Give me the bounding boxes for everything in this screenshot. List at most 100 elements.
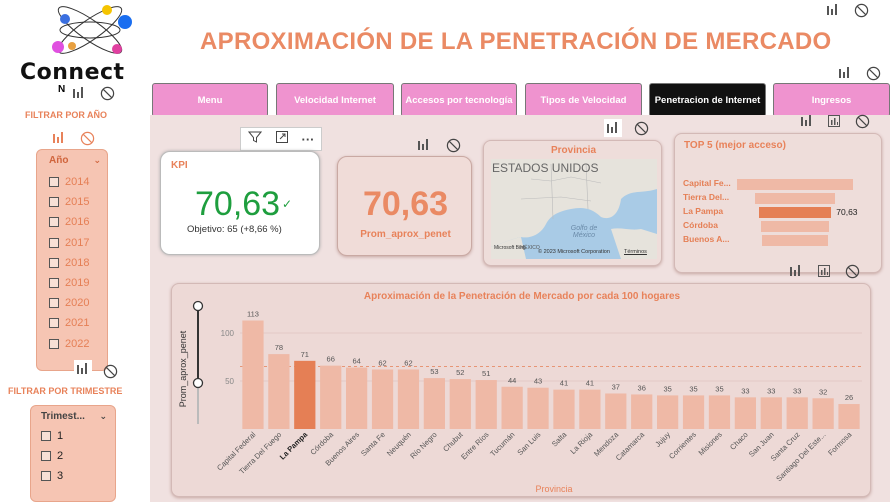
top5-card[interactable]: TOP 5 (mejor acceso) Capital Fe... Tierra… (674, 133, 882, 273)
bar-chart[interactable]: Aproximación de la Penetración de Mercad… (172, 284, 872, 498)
tab-menu[interactable]: Menu (152, 83, 268, 117)
year-option[interactable]: 2022 (37, 334, 107, 354)
year-option[interactable]: 2015 (37, 192, 107, 212)
tab-velocidad-internet[interactable]: Velocidad Internet (276, 83, 394, 117)
checkbox[interactable] (41, 471, 51, 481)
range-slider-handle[interactable] (192, 300, 204, 312)
block-icon[interactable] (632, 119, 650, 137)
more-options-icon[interactable]: ··· (301, 131, 315, 147)
bar[interactable] (708, 395, 731, 429)
bar[interactable] (812, 398, 834, 429)
block-icon[interactable] (843, 262, 861, 280)
year-option[interactable]: 2017 (37, 233, 107, 253)
focus-mode-icon[interactable] (275, 130, 289, 149)
filter-icon[interactable] (247, 130, 262, 149)
checkbox[interactable] (49, 338, 59, 349)
bar[interactable] (631, 394, 653, 429)
bar[interactable] (786, 397, 808, 429)
bar[interactable] (579, 389, 601, 429)
quarter-option[interactable]: 2 (31, 446, 115, 466)
top5-bar[interactable] (762, 235, 828, 246)
visual-options-icon[interactable] (798, 112, 816, 130)
block-icon[interactable] (853, 112, 871, 130)
tab-tipos-velocidad[interactable]: Tipos de Velocidad (525, 83, 642, 117)
top5-bar[interactable] (754, 193, 836, 204)
visual-options-icon[interactable] (70, 84, 88, 102)
bar[interactable] (449, 379, 471, 429)
bar[interactable] (605, 393, 627, 429)
top5-bar[interactable] (737, 179, 853, 190)
bar[interactable] (838, 404, 860, 429)
checkbox[interactable] (49, 197, 59, 208)
checkbox[interactable] (41, 451, 51, 461)
quarter-option[interactable]: 3 (31, 466, 115, 486)
top5-bar[interactable] (758, 207, 832, 218)
year-option[interactable]: 2020 (37, 293, 107, 313)
visual-options-icon[interactable] (787, 262, 805, 280)
x-tick-label: Chaco (728, 430, 750, 452)
chevron-down-icon[interactable]: ⌄ (99, 411, 107, 421)
checkbox[interactable] (49, 177, 59, 188)
block-icon[interactable] (101, 362, 119, 380)
bar[interactable] (760, 397, 782, 429)
block-icon[interactable] (864, 64, 882, 82)
chart-icon[interactable] (825, 112, 843, 130)
bar[interactable] (682, 395, 705, 429)
top5-bar[interactable] (761, 221, 829, 232)
map-canvas[interactable] (491, 159, 657, 259)
bar[interactable] (397, 369, 420, 429)
year-option[interactable]: 2016 (37, 212, 107, 232)
block-icon[interactable] (852, 1, 870, 19)
data-label: 35 (715, 384, 723, 393)
range-slider-handle[interactable] (192, 377, 204, 389)
visual-options-icon[interactable] (824, 1, 842, 19)
bar[interactable] (371, 369, 394, 429)
block-icon[interactable] (78, 129, 96, 147)
x-tick-label: San Luis (515, 430, 542, 457)
quarter-option-label: 1 (57, 430, 64, 442)
checkbox[interactable] (49, 217, 59, 228)
bar[interactable] (734, 397, 757, 429)
checkbox[interactable] (49, 278, 59, 289)
prom-card[interactable]: 70,63 Prom_aprox_penet (337, 156, 472, 256)
block-icon[interactable] (98, 84, 116, 102)
tab-ingresos[interactable]: Ingresos (773, 83, 890, 117)
visual-options-icon[interactable] (836, 64, 854, 82)
year-option[interactable]: 2018 (37, 253, 107, 273)
bar[interactable] (320, 365, 342, 429)
year-option[interactable]: 2019 (37, 273, 107, 293)
kpi-card[interactable]: KPI 70,63 ✓ Objetivo: 65 (+8,66 %) (160, 151, 320, 255)
bar[interactable] (268, 354, 290, 429)
map-card[interactable]: Provincia ESTADOS UNIDOS Golfo de México… (483, 140, 662, 266)
checkbox[interactable] (49, 237, 59, 248)
bar[interactable] (656, 395, 679, 429)
quarter-option[interactable]: 1 (31, 426, 115, 446)
map-terms-link[interactable]: Términos (624, 249, 647, 255)
bar[interactable] (294, 360, 316, 429)
checkbox[interactable] (49, 257, 59, 268)
year-option[interactable]: 2014 (37, 172, 107, 192)
year-option[interactable]: 2021 (37, 313, 107, 333)
checkbox[interactable] (49, 318, 59, 329)
bar-chart-card[interactable]: Aproximación de la Penetración de Mercad… (171, 283, 871, 497)
chevron-down-icon[interactable]: ⌄ (93, 155, 101, 165)
bar[interactable] (553, 389, 575, 429)
bar[interactable] (501, 386, 523, 429)
visual-options-icon[interactable] (50, 129, 68, 147)
visual-options-icon[interactable] (74, 360, 92, 378)
block-icon[interactable] (444, 136, 462, 154)
bar[interactable] (475, 380, 497, 429)
bar[interactable] (345, 367, 368, 429)
tab-penetracion-internet[interactable]: Penetracion de Internet (649, 83, 766, 117)
chart-icon[interactable] (815, 262, 833, 280)
visual-options-icon[interactable] (604, 119, 622, 137)
x-tick-label: Tucumán (488, 430, 516, 458)
bar[interactable] (423, 378, 446, 429)
checkbox[interactable] (41, 431, 51, 441)
bar[interactable] (242, 320, 264, 429)
tab-accesos-tecnologia[interactable]: Accesos por tecnología (401, 83, 517, 117)
bar[interactable] (527, 387, 549, 429)
visual-options-icon[interactable] (415, 136, 433, 154)
x-axis-label: Provincia (535, 484, 572, 494)
checkbox[interactable] (49, 298, 59, 309)
